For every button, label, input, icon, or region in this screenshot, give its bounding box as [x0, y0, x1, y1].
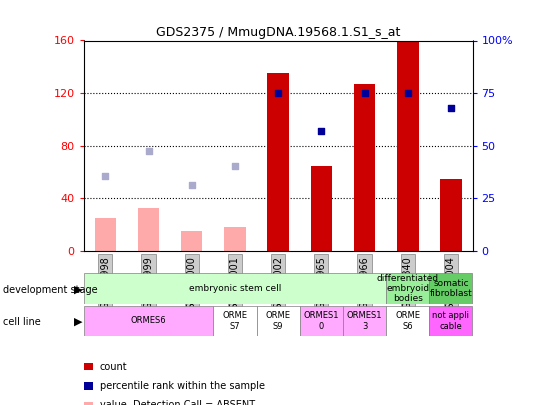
Text: ORME
S7: ORME S7: [222, 311, 247, 330]
Text: embryonic stem cell: embryonic stem cell: [188, 284, 281, 293]
Bar: [386, 306, 429, 336]
Point: [101, 173, 110, 179]
Bar: [343, 306, 386, 336]
Point: [274, 90, 282, 96]
Bar: [224, 228, 246, 251]
Bar: [429, 273, 472, 304]
Text: differentiated
embryoid
bodies: differentiated embryoid bodies: [376, 274, 439, 303]
Text: cell line: cell line: [3, 317, 40, 327]
Bar: [94, 218, 116, 251]
Bar: [267, 73, 289, 251]
Point: [187, 182, 196, 189]
Text: count: count: [100, 362, 127, 371]
Text: ORME
S6: ORME S6: [395, 311, 420, 330]
Text: development stage: development stage: [3, 285, 97, 294]
Bar: [397, 40, 418, 251]
Text: ORME
S9: ORME S9: [266, 311, 291, 330]
Bar: [310, 166, 332, 251]
Text: ▶: ▶: [74, 317, 83, 327]
Bar: [84, 273, 386, 304]
Point: [360, 90, 369, 96]
Point: [447, 104, 455, 111]
Bar: [213, 306, 256, 336]
Point: [403, 90, 412, 96]
Bar: [84, 306, 213, 336]
Bar: [300, 306, 343, 336]
Text: not appli
cable: not appli cable: [433, 311, 469, 330]
Point: [231, 162, 239, 169]
Text: value, Detection Call = ABSENT: value, Detection Call = ABSENT: [100, 401, 255, 405]
Text: ORMES1
3: ORMES1 3: [347, 311, 382, 330]
Bar: [354, 84, 375, 251]
Title: GDS2375 / MmugDNA.19568.1.S1_s_at: GDS2375 / MmugDNA.19568.1.S1_s_at: [156, 26, 400, 39]
Bar: [138, 208, 159, 251]
Bar: [181, 231, 202, 251]
Bar: [440, 179, 462, 251]
Bar: [429, 306, 472, 336]
Point: [144, 148, 153, 154]
Bar: [386, 273, 429, 304]
Text: ▶: ▶: [74, 285, 83, 294]
Text: ORMES6: ORMES6: [131, 316, 166, 326]
Text: percentile rank within the sample: percentile rank within the sample: [100, 381, 265, 391]
Bar: [256, 306, 300, 336]
Text: somatic
fibroblast: somatic fibroblast: [429, 279, 472, 298]
Text: ORMES1
0: ORMES1 0: [303, 311, 339, 330]
Point: [317, 128, 326, 134]
